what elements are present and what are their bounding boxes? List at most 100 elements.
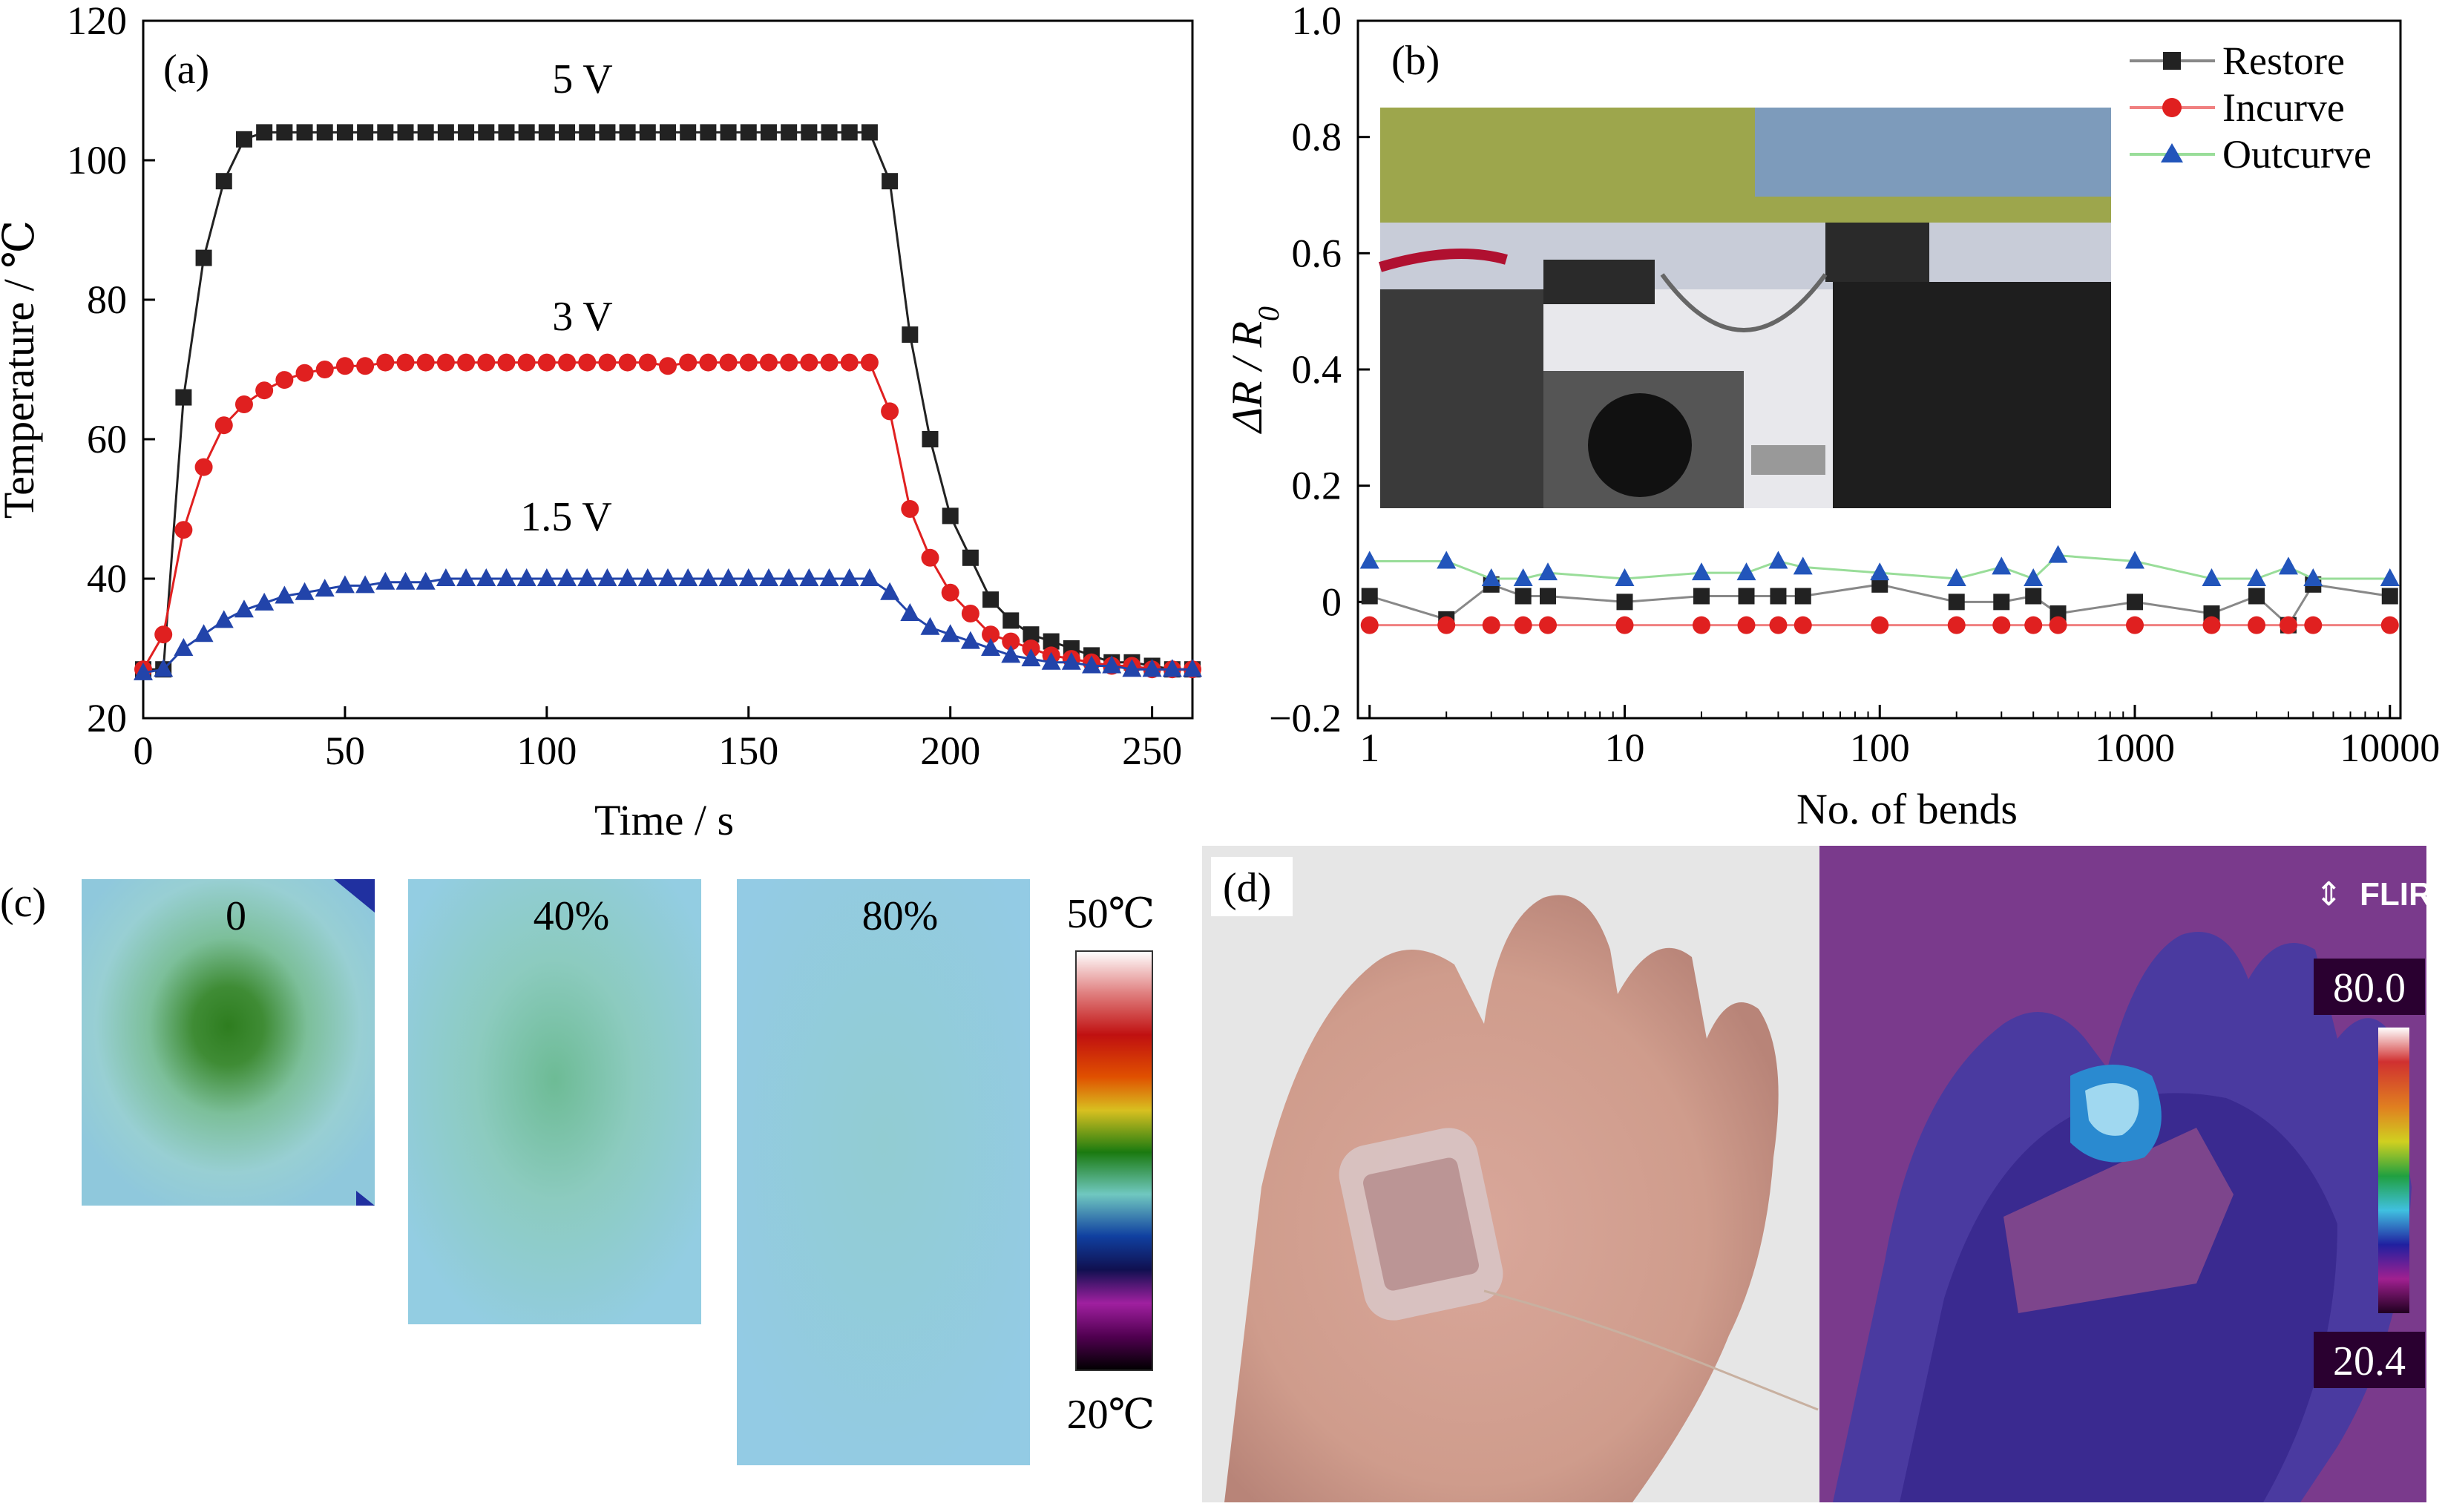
infrared-image-hand: FLIR ⇕ 80.0 20.4 [1819,846,2432,1502]
data-point-a-1 [376,353,395,372]
data-point-b-2 [2247,568,2267,586]
data-point-a-1 [1022,640,1040,657]
data-point-a-1 [941,583,959,602]
data-point-a-0 [902,326,919,343]
strain-label-0: 0 [226,893,246,939]
flir-logo-arrows-icon: ⇕ [2315,875,2343,913]
y-tick-label-a: 60 [87,417,127,461]
x-tick-label-a: 150 [718,729,778,773]
x-axis-title-a: Time / s [594,796,734,844]
data-point-a-0 [599,124,616,141]
data-point-a-1 [295,364,314,382]
data-point-b-1 [2248,616,2266,634]
y-tick-label-b: 0 [1322,579,1342,624]
data-point-a-1 [477,353,496,372]
data-point-b-2 [2380,568,2400,586]
data-point-a-0 [680,124,697,141]
ir-scale-min: 20.4 [2333,1338,2406,1384]
data-point-a-1 [457,353,476,372]
data-point-a-1 [436,353,455,372]
data-point-b-0 [2381,588,2398,605]
data-point-a-2 [597,568,617,586]
data-point-a-2 [839,568,859,586]
data-point-a-2 [456,568,476,586]
data-point-b-2 [1538,562,1558,581]
data-point-a-0 [175,389,192,406]
data-point-a-1 [840,353,859,372]
data-point-a-2 [315,579,335,597]
data-point-a-1 [800,353,818,372]
legend-marker-outcurve [2161,143,2183,162]
data-point-a-1 [517,353,536,372]
data-point-b-0 [1738,588,1755,605]
x-tick-label-a: 100 [516,729,577,773]
data-point-b-0 [1993,594,2010,611]
data-point-a-2 [476,568,496,586]
data-point-a-1 [881,402,899,421]
data-point-b-1 [2126,616,2144,634]
data-point-b-2 [1691,562,1711,581]
data-point-a-1 [719,353,738,372]
data-point-a-0 [518,124,535,141]
data-point-a-0 [740,124,757,141]
data-point-b-1 [1992,616,2011,634]
data-point-a-2 [617,568,637,586]
strain-label-80: 80% [862,893,939,939]
data-point-b-2 [1513,568,1533,586]
panel-label-b: (b) [1391,38,1440,84]
data-point-a-2 [981,638,1001,656]
data-point-b-2 [1870,562,1890,581]
legend-label-restore: Restore [2222,39,2345,83]
data-point-a-2 [698,568,718,586]
data-point-a-0 [235,131,252,148]
thermal-image-40 [408,879,701,1324]
data-point-a-1 [679,353,698,372]
inset-photo-bending-setup [1378,108,2111,508]
data-point-a-0 [336,124,353,141]
data-point-a-2 [536,568,557,586]
data-point-b-0 [1361,588,1378,605]
data-point-a-0 [922,431,939,447]
data-point-a-2 [516,568,536,586]
data-point-a-2 [738,568,758,586]
y-tick-label-a: 80 [87,277,127,322]
data-point-a-2 [718,568,738,586]
data-point-b-1 [2202,616,2221,634]
data-point-b-0 [2127,594,2144,611]
y-tick-label-a: 40 [87,556,127,601]
data-point-b-2 [1793,556,1813,575]
data-point-a-2 [234,599,254,618]
data-point-a-0 [478,124,495,141]
data-point-a-1 [335,357,354,375]
data-point-b-2 [2048,545,2068,563]
x-tick-label-a: 250 [1122,729,1182,773]
data-point-a-1 [416,353,435,372]
data-point-a-0 [357,124,374,141]
legend-marker-incurve [2162,98,2182,117]
data-point-b-1 [2049,616,2067,634]
legend-label-outcurve: Outcurve [2222,132,2372,177]
chart-marks-a [134,124,1202,680]
data-point-b-1 [1871,616,1889,634]
data-point-b-0 [1770,588,1787,605]
data-point-a-2 [1122,659,1142,677]
data-point-b-1 [1482,616,1500,634]
ir-scale-max: 80.0 [2333,965,2406,1011]
data-point-a-1 [578,353,597,372]
data-point-a-0 [861,124,878,141]
data-point-b-0 [2248,588,2265,605]
x-tick-label-b: 1000 [2095,726,2175,770]
data-point-b-0 [1616,594,1633,611]
data-point-a-0 [700,124,717,141]
data-point-a-2 [194,624,214,642]
data-point-a-1 [982,625,1000,644]
y-axis-title-b: ΔR / R0 [1223,306,1285,434]
data-point-a-1 [820,353,838,372]
tick-marks-b [1358,19,2392,720]
data-point-a-2 [1061,651,1081,670]
series-line-a-0 [143,131,1192,671]
data-point-b-0 [1514,588,1532,605]
data-point-a-0 [619,124,636,141]
data-point-a-2 [295,582,315,600]
flir-logo: FLIR [2360,876,2432,913]
